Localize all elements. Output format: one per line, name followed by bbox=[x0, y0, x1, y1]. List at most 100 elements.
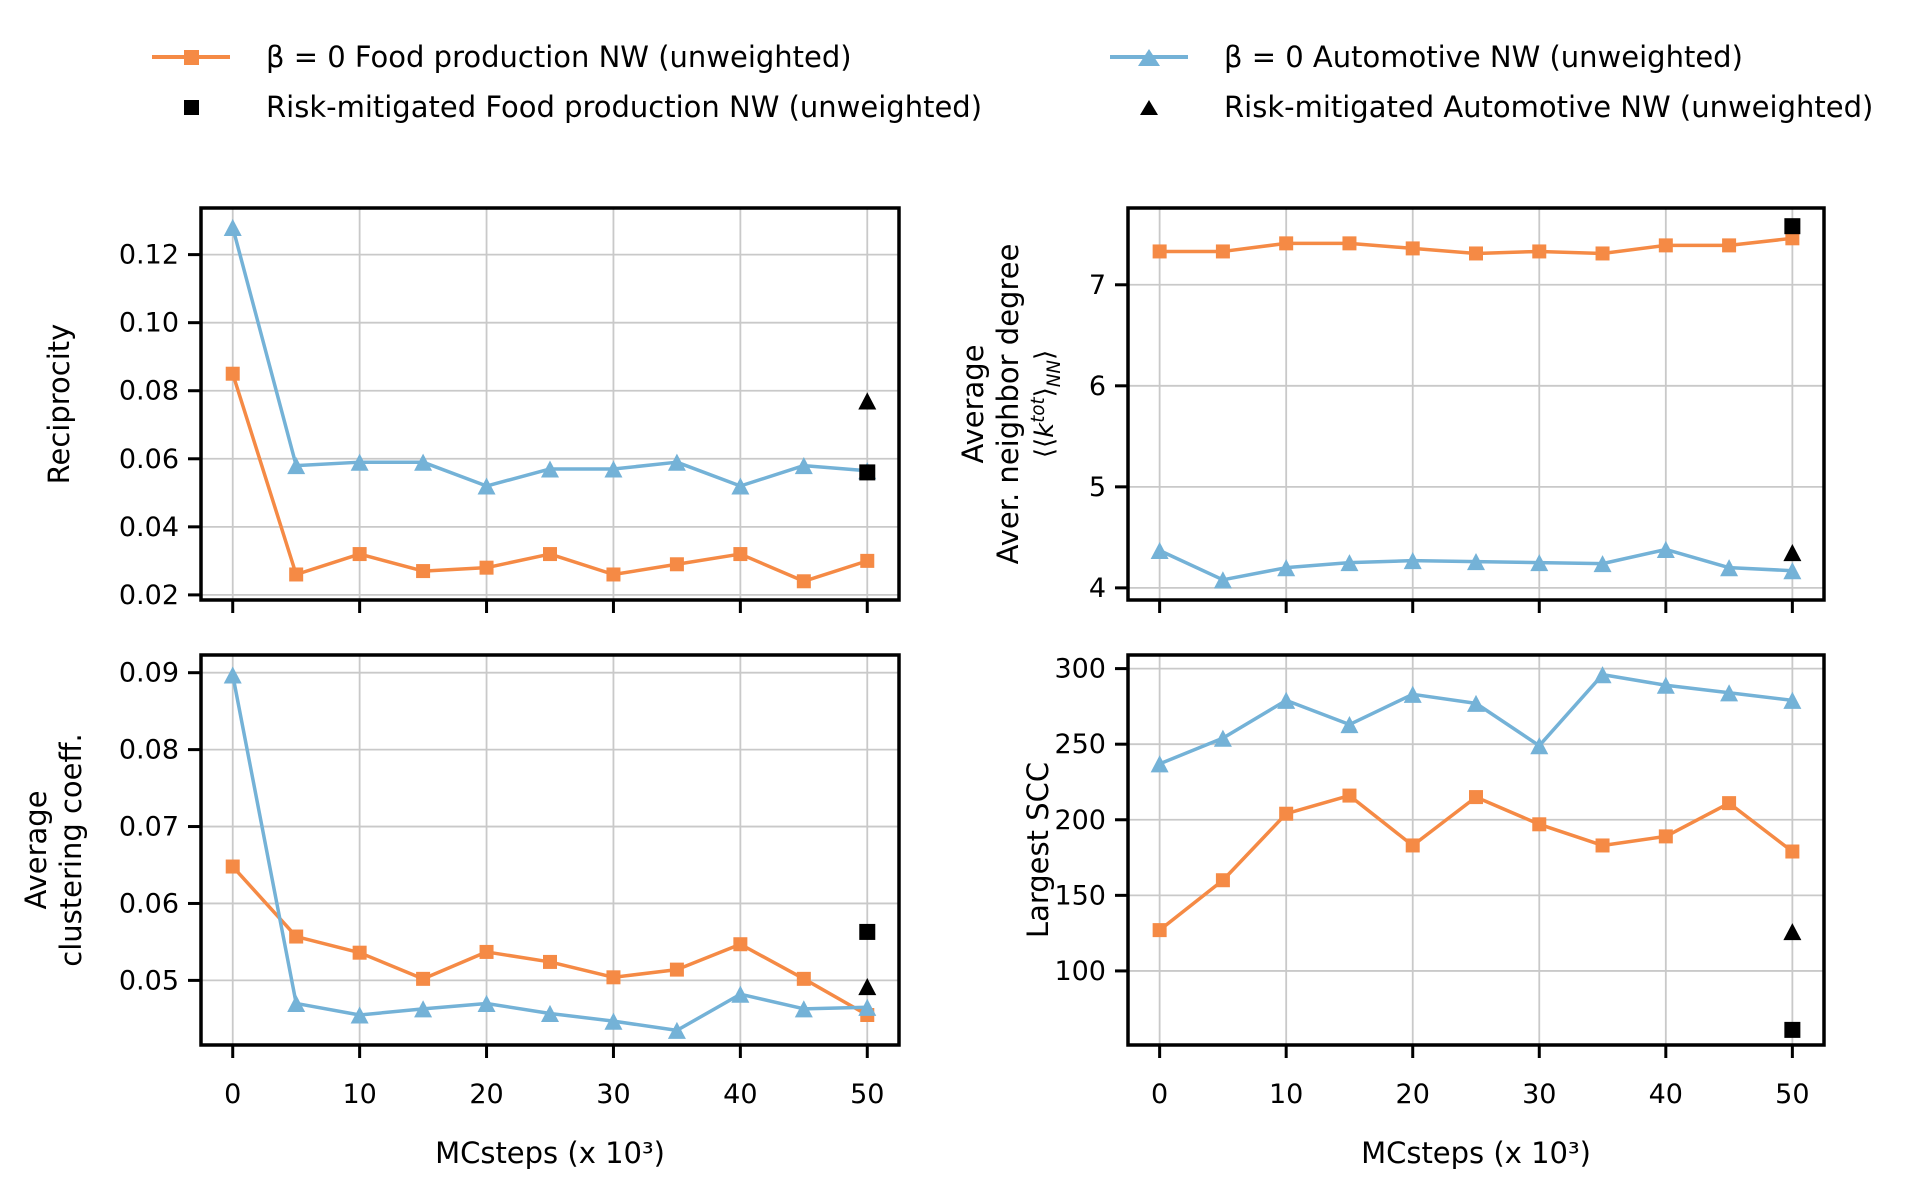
x-axis-label: MCsteps (x 10³) bbox=[1361, 1136, 1591, 1170]
data-point-triangle bbox=[350, 1006, 369, 1024]
data-point-square bbox=[479, 560, 494, 575]
axes-spines bbox=[199, 653, 901, 1047]
legend-label: Risk-mitigated Food production NW (unwei… bbox=[266, 90, 983, 124]
data-point-square bbox=[1215, 873, 1230, 888]
risk-point-triangle bbox=[858, 392, 877, 410]
y-tick-label: 6 bbox=[1089, 371, 1106, 402]
x-tick-label: 40 bbox=[723, 1079, 757, 1110]
data-point-triangle bbox=[1213, 571, 1232, 589]
data-point-square bbox=[225, 859, 240, 874]
data-point-square bbox=[733, 937, 748, 952]
data-point-triangle bbox=[731, 477, 750, 495]
y-tick-label: 0.06 bbox=[119, 444, 179, 475]
y-tick-label: 0.10 bbox=[119, 308, 179, 339]
legend-item-food-beta0: β = 0 Food production NW (unweighted) bbox=[152, 35, 852, 79]
series-line bbox=[231, 674, 868, 1033]
risk-point-square bbox=[1784, 1021, 1801, 1038]
data-point-triangle bbox=[1720, 559, 1739, 577]
data-point-triangle bbox=[1720, 684, 1739, 702]
blue-triangle-icon bbox=[1138, 48, 1160, 66]
data-point-square bbox=[289, 567, 304, 582]
legend-item-food-risk: Risk-mitigated Food production NW (unwei… bbox=[152, 85, 982, 129]
y-tick-label: 4 bbox=[1089, 573, 1106, 604]
axes-spines bbox=[1126, 653, 1826, 1047]
data-point-triangle bbox=[1783, 691, 1802, 709]
data-point-triangle bbox=[287, 457, 306, 475]
data-point-triangle bbox=[414, 1000, 433, 1018]
series-line bbox=[1158, 793, 1794, 932]
black-square-icon bbox=[183, 99, 199, 115]
data-point-triangle bbox=[667, 453, 686, 471]
x-tick-label: 10 bbox=[342, 1079, 376, 1110]
data-point-square bbox=[1532, 817, 1547, 832]
x-tick-label: 20 bbox=[469, 1079, 503, 1110]
data-point-square bbox=[1152, 923, 1167, 938]
data-point-triangle bbox=[1340, 554, 1359, 572]
data-point-square bbox=[1405, 241, 1420, 256]
series-line bbox=[1158, 672, 1793, 766]
data-point-square bbox=[1595, 838, 1610, 853]
y-tick-label: 0.07 bbox=[119, 812, 179, 843]
data-point-square bbox=[606, 567, 621, 582]
data-point-square bbox=[1469, 246, 1483, 261]
chart-avg-clustering-coeff: 0 10 20 30 40 50 0.05 0.06 0.07 0.08 0.09 MCsteps (… bbox=[19, 653, 901, 1170]
x-tick-label: 10 bbox=[1269, 1079, 1303, 1110]
black-triangle-icon bbox=[1140, 99, 1158, 115]
data-point-square bbox=[1658, 829, 1673, 844]
data-point-square bbox=[1658, 238, 1673, 253]
legend-marker-food-risk bbox=[152, 85, 230, 129]
risk-point-square bbox=[859, 923, 876, 940]
data-point-triangle bbox=[1340, 715, 1359, 734]
y-tick-label: 7 bbox=[1089, 270, 1106, 301]
data-point-triangle bbox=[541, 460, 559, 478]
data-point-square bbox=[1785, 844, 1800, 859]
y-tick-label: 0.09 bbox=[119, 658, 179, 689]
x-tick-label: 50 bbox=[850, 1079, 884, 1110]
data-point-square bbox=[669, 557, 684, 572]
data-point-triangle bbox=[477, 477, 496, 495]
data-point-triangle bbox=[1656, 676, 1675, 694]
y-tick-label: 300 bbox=[1054, 654, 1106, 685]
data-point-triangle bbox=[1593, 666, 1612, 684]
y-axis-label: clustering coeff. bbox=[54, 733, 88, 966]
data-point-triangle bbox=[1213, 729, 1232, 747]
y-axis-label: Average bbox=[19, 790, 53, 909]
data-point-triangle bbox=[731, 985, 750, 1003]
y-tick-label: 0.08 bbox=[119, 735, 179, 766]
data-point-triangle bbox=[541, 1004, 559, 1023]
data-point-triangle bbox=[1150, 541, 1169, 560]
y-tick-label: 0.12 bbox=[119, 240, 179, 271]
legend-label: Risk-mitigated Automotive NW (unweighted… bbox=[1224, 90, 1874, 124]
data-point-square bbox=[1279, 236, 1294, 251]
data-point-triangle bbox=[1593, 555, 1612, 573]
series-line bbox=[231, 226, 868, 488]
data-point-triangle bbox=[1783, 562, 1802, 580]
x-tick-label: 40 bbox=[1649, 1079, 1683, 1110]
data-point-triangle bbox=[350, 453, 369, 471]
data-point-triangle bbox=[287, 994, 306, 1013]
data-point-triangle bbox=[477, 994, 496, 1013]
axes-spines bbox=[199, 206, 901, 602]
legend-marker-food-beta0 bbox=[152, 35, 230, 79]
y-tick-label: 0.04 bbox=[119, 512, 179, 543]
legend-item-auto-beta0: β = 0 Automotive NW (unweighted) bbox=[1110, 35, 1743, 79]
risk-point-triangle bbox=[1783, 923, 1802, 941]
data-point-triangle bbox=[604, 460, 623, 478]
data-point-triangle bbox=[1467, 694, 1485, 712]
legend-marker-auto-risk bbox=[1110, 85, 1188, 129]
data-point-square bbox=[1595, 246, 1610, 261]
data-point-triangle bbox=[1403, 552, 1422, 570]
data-point-triangle bbox=[604, 1012, 623, 1030]
data-point-square bbox=[352, 945, 367, 960]
data-point-triangle bbox=[1277, 559, 1296, 577]
data-point-square bbox=[352, 547, 367, 562]
data-point-triangle bbox=[223, 218, 242, 236]
x-axis-label: MCsteps (x 10³) bbox=[435, 1136, 665, 1170]
y-tick-label: 0.08 bbox=[119, 376, 179, 407]
data-point-square bbox=[733, 547, 748, 562]
y-axis-label: Reciprocity bbox=[42, 324, 76, 485]
data-point-triangle bbox=[1403, 685, 1422, 703]
chart-largest-scc: 0 10 20 30 40 50 100 150 200 250 300 MCsteps (x 10³… bbox=[1021, 653, 1826, 1170]
legend-label: β = 0 Food production NW (unweighted) bbox=[266, 40, 852, 74]
